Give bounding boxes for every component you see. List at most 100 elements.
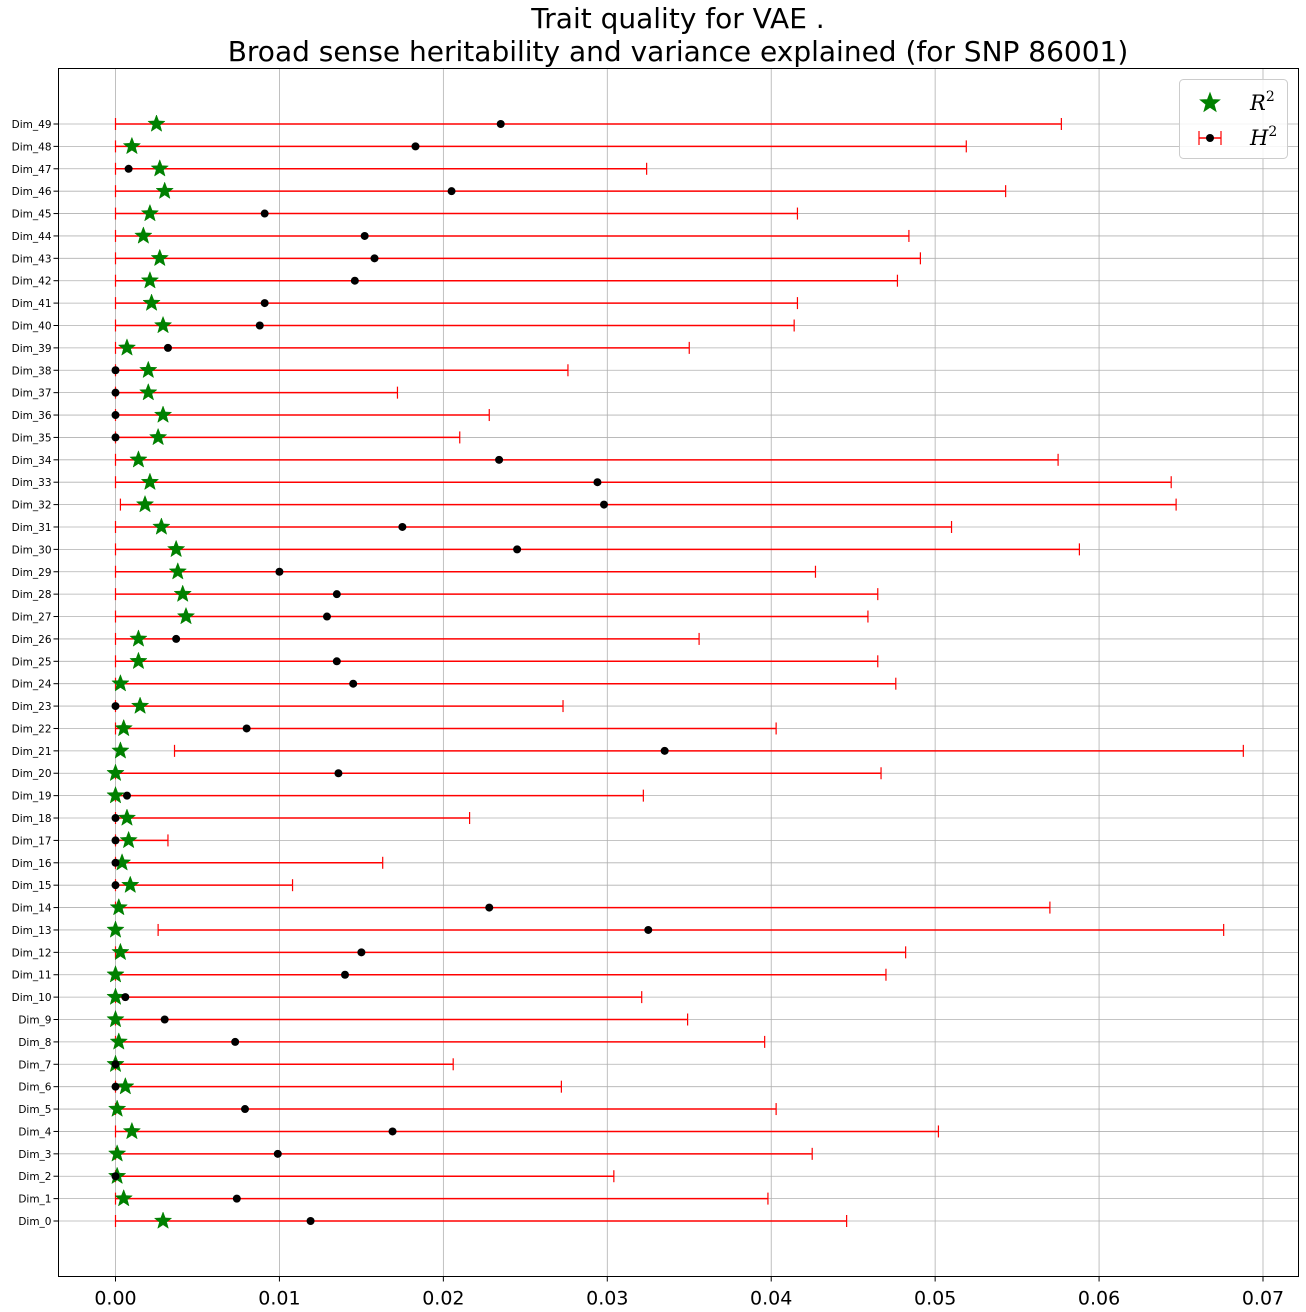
y-tick-label: Dim_5: [18, 1104, 51, 1116]
h2-point: [111, 814, 120, 823]
x-tick-label: 0.07: [1242, 1288, 1284, 1310]
y-tick-label: Dim_38: [12, 365, 52, 377]
h2-point: [122, 791, 131, 800]
y-tick-label: Dim_26: [12, 634, 52, 646]
r2-point: [121, 875, 140, 894]
r2-point: [106, 965, 125, 983]
y-tick-label: Dim_34: [12, 455, 52, 467]
h2-point: [172, 634, 181, 643]
x-tick-label: 0.00: [94, 1288, 136, 1310]
error-bars: [114, 118, 1244, 1227]
r2-point: [153, 315, 173, 334]
h2-point: [360, 231, 369, 240]
h2-point: [273, 1149, 282, 1158]
y-tick-label: Dim_2: [18, 1171, 51, 1183]
y-tick-label: Dim_32: [12, 500, 52, 512]
h2-point: [163, 343, 172, 352]
r2-point: [130, 696, 150, 714]
r2-point: [106, 987, 125, 1005]
y-tick-label: Dim_31: [12, 522, 52, 534]
x-tick-label: 0.02: [422, 1288, 464, 1310]
h2-point: [111, 858, 120, 867]
r2-point: [140, 472, 160, 491]
y-tick-label: Dim_25: [12, 656, 52, 668]
r2-point: [116, 1076, 135, 1095]
h2-point: [644, 925, 653, 934]
r2-point: [109, 897, 129, 916]
h2-point: [111, 1082, 120, 1091]
plot-frame: [58, 68, 1299, 1277]
r2-point: [135, 494, 155, 513]
y-tick-label: Dim_37: [12, 388, 52, 400]
r2-point: [129, 629, 148, 647]
h2-point: [124, 164, 133, 173]
y-tick-label: Dim_0: [18, 1216, 51, 1228]
x-axis: 0.00 0.01 0.02 0.03 0.04 0.05 0.06 0.07: [94, 1276, 1284, 1310]
r2-point: [122, 1121, 142, 1140]
y-tick-label: Dim_21: [12, 746, 52, 758]
h2-point: [260, 299, 269, 308]
y-tick-label: Dim_27: [12, 612, 52, 624]
h2-point: [447, 187, 456, 196]
chart-title: Trait quality for VAE .: [531, 2, 825, 35]
y-tick-label: Dim_49: [12, 119, 52, 131]
h2-point: [593, 478, 602, 487]
h2-point: [485, 903, 494, 912]
h2-point: [111, 411, 120, 420]
y-tick-label: Dim_39: [12, 343, 52, 355]
h2-series: [111, 120, 669, 1225]
y-tick-label: Dim_36: [12, 410, 52, 422]
y-tick-label: Dim_7: [18, 1059, 51, 1071]
y-tick-label: Dim_23: [12, 701, 52, 713]
r2-point: [176, 606, 196, 625]
y-tick-label: Dim_12: [12, 947, 52, 959]
x-tick-label: 0.03: [586, 1288, 628, 1310]
r2-point: [147, 114, 166, 132]
h2-point: [232, 1194, 241, 1203]
r2-point: [111, 673, 130, 692]
r2-point: [129, 450, 148, 468]
r2-point: [107, 1144, 127, 1162]
y-tick-label: Dim_19: [12, 791, 52, 803]
r2-point: [114, 718, 133, 737]
legend-r2-marker: [1199, 91, 1221, 113]
r2-point: [107, 1099, 127, 1117]
r2-point: [119, 830, 138, 849]
r2-point: [129, 651, 148, 670]
h2-point: [398, 522, 407, 531]
h2-point: [121, 993, 130, 1002]
h2-point: [306, 1217, 315, 1225]
r2-point: [173, 584, 192, 602]
x-tick-label: 0.05: [914, 1288, 956, 1310]
r2-point: [140, 271, 160, 289]
h2-point: [332, 590, 341, 599]
y-tick-label: Dim_47: [12, 164, 52, 176]
r2-point: [114, 1188, 133, 1207]
y-tick-label: Dim_35: [12, 432, 52, 444]
y-tick-label: Dim_29: [12, 567, 52, 579]
h2-point: [255, 321, 264, 330]
y-tick-label: Dim_46: [12, 186, 52, 198]
r2-point: [153, 405, 173, 423]
h2-point: [341, 970, 349, 979]
y-tick-label: Dim_22: [12, 723, 52, 735]
r2-point: [134, 226, 153, 244]
h2-point: [241, 1105, 250, 1114]
h2-point: [357, 948, 366, 957]
h2-point: [322, 612, 331, 621]
y-tick-label: Dim_24: [12, 679, 52, 691]
chart-subtitle: Broad sense heritability and variance ex…: [227, 35, 1129, 68]
r2-point: [106, 1009, 125, 1028]
chart-title-block: Trait quality for VAE . Broad sense heri…: [0, 2, 1306, 68]
y-tick-label: Dim_15: [12, 880, 52, 892]
y-tick-label: Dim_1: [18, 1194, 51, 1206]
h2-point: [111, 702, 120, 711]
y-tick-label: Dim_41: [12, 298, 52, 310]
r2-point: [106, 763, 125, 782]
y-tick-label: Dim_9: [18, 1015, 51, 1027]
h2-point: [111, 1060, 120, 1069]
h2-point: [496, 120, 505, 128]
y-tick-label: Dim_11: [12, 970, 52, 982]
r2-point: [153, 1211, 173, 1229]
